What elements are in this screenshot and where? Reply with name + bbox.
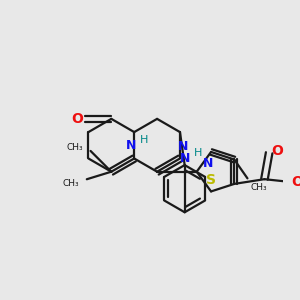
Text: O: O bbox=[71, 112, 83, 126]
Text: N: N bbox=[178, 140, 188, 153]
Text: H: H bbox=[194, 148, 202, 158]
Text: N: N bbox=[126, 139, 136, 152]
Text: N: N bbox=[203, 157, 213, 170]
Text: O: O bbox=[292, 175, 300, 189]
Text: S: S bbox=[206, 173, 216, 187]
Text: CH₃: CH₃ bbox=[63, 178, 79, 188]
Text: CH₃: CH₃ bbox=[250, 183, 267, 192]
Text: CH₃: CH₃ bbox=[66, 143, 83, 152]
Text: O: O bbox=[271, 144, 283, 158]
Text: N: N bbox=[180, 152, 190, 165]
Text: H: H bbox=[140, 135, 148, 145]
